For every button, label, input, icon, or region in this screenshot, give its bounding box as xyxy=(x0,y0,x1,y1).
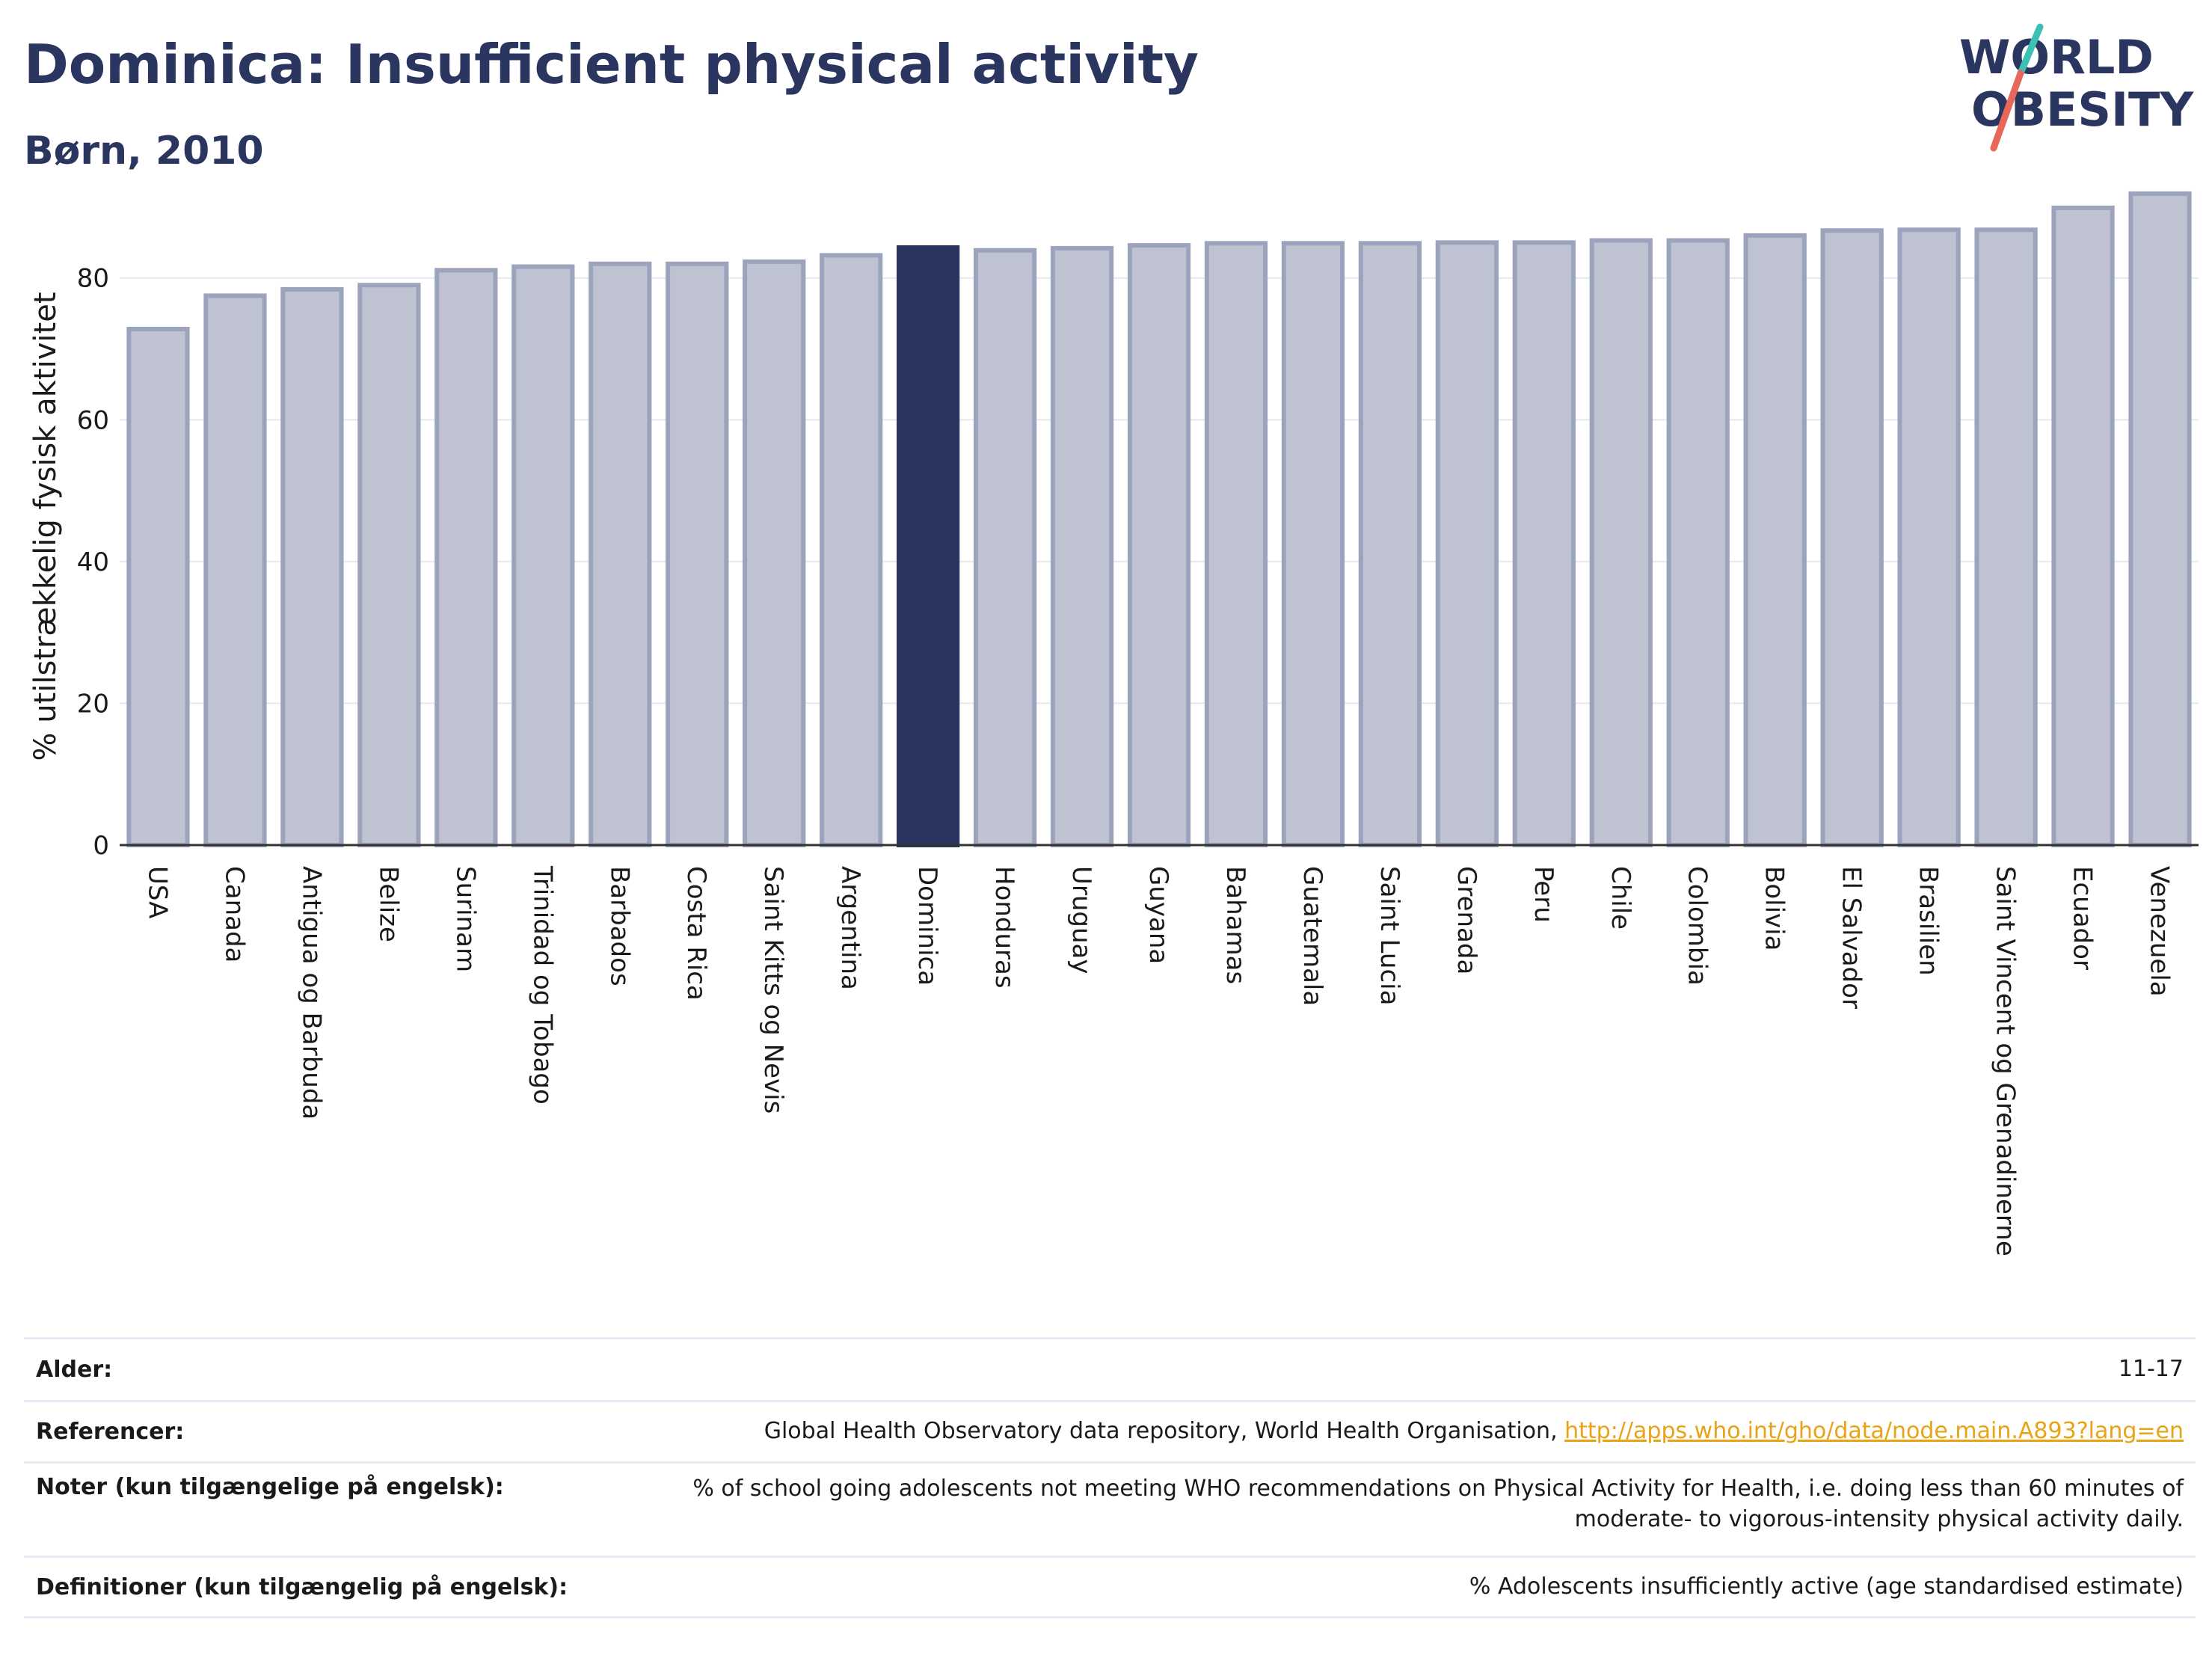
bar xyxy=(896,245,960,847)
logo-slash-top xyxy=(2017,23,2044,77)
x-tick-label: Belize xyxy=(373,866,403,942)
bar xyxy=(357,283,421,847)
bar xyxy=(1512,240,1576,847)
page-subtitle: Børn, 2010 xyxy=(24,129,264,174)
x-tick-label: El Salvador xyxy=(1837,866,1867,1009)
world-obesity-logo: WORLD OBESITY xyxy=(1959,23,2194,152)
x-tick-label: Trinidad og Tobago xyxy=(527,865,557,1105)
bar xyxy=(1897,227,1961,848)
x-tick-label: Ecuador xyxy=(2068,866,2098,970)
x-tick-label: Guyana xyxy=(1143,866,1173,964)
bar xyxy=(511,264,575,847)
x-tick-label: Saint Kitts og Nevis xyxy=(758,866,788,1114)
x-tick-label: Chile xyxy=(1606,866,1635,930)
x-tick-label: Antigua og Barbuda xyxy=(296,866,326,1120)
bar xyxy=(1358,241,1422,847)
y-tick-label: 0 xyxy=(93,831,109,861)
bar xyxy=(1589,238,1653,847)
logo-line1: WORLD xyxy=(1959,30,2154,85)
info-value: % of school going adolescents not meetin… xyxy=(692,1476,2184,1532)
x-tick-label: Guatemala xyxy=(1297,866,1327,1006)
info-value: Global Health Observatory data repositor… xyxy=(764,1416,2184,1447)
x-tick-label: Argentina xyxy=(835,866,865,990)
y-tick-label: 60 xyxy=(77,405,109,435)
x-tick-label: Peru xyxy=(1529,866,1558,923)
info-row-notes: Noter (kun tilgængelige på engelsk): % o… xyxy=(24,1461,2196,1556)
info-row-references: Referencer: Global Health Observatory da… xyxy=(24,1400,2196,1461)
y-tick-label: 20 xyxy=(77,689,109,719)
info-label: Noter (kun tilgængelige på engelsk): xyxy=(36,1474,504,1500)
bar-chart: 0 20 40 60 80 USA Canada Antigua og Barbuda Beli… xyxy=(28,191,2199,1256)
bar xyxy=(2051,205,2115,847)
x-tick-label: Saint Vincent og Grenadinerne xyxy=(1991,866,2021,1256)
x-tick-label: Canada xyxy=(219,866,249,962)
y-axis-title: % utilstrækkelig fysisk aktivitet xyxy=(28,292,63,761)
x-tick-label: Venezuela xyxy=(2145,866,2175,997)
info-table: Alder: 11-17 Referencer: Global Health O… xyxy=(24,1337,2196,1618)
x-tick-label: Colombia xyxy=(1683,866,1712,986)
bar xyxy=(1281,241,1345,847)
info-value: 11-17 xyxy=(2118,1356,2184,1383)
bar xyxy=(973,248,1037,847)
y-tick-label: 40 xyxy=(77,547,109,577)
reference-text: Global Health Observatory data repositor… xyxy=(764,1418,1565,1445)
info-row-age: Alder: 11-17 xyxy=(24,1337,2196,1400)
bar xyxy=(1743,233,1807,847)
bar xyxy=(820,253,883,847)
bar xyxy=(1435,240,1499,847)
bar xyxy=(1666,238,1730,847)
info-row-definitions: Definitioner (kun tilgængelig på engelsk… xyxy=(24,1556,2196,1618)
x-tick-label: Saint Lucia xyxy=(1374,866,1404,1005)
logo-slash-bottom xyxy=(1990,70,2024,152)
x-tick-label: Brasilien xyxy=(1914,866,1944,976)
bar xyxy=(1820,228,1884,847)
x-tick-label: Grenada xyxy=(1451,866,1481,974)
bar xyxy=(126,326,190,847)
bar xyxy=(2128,191,2192,847)
bar xyxy=(666,261,729,848)
bar xyxy=(589,261,652,848)
x-tick-label: Barbados xyxy=(604,866,634,986)
bar xyxy=(280,286,344,847)
info-label: Alder: xyxy=(36,1357,113,1383)
bar xyxy=(1127,243,1191,847)
y-tick-label: 80 xyxy=(77,264,109,294)
reference-link[interactable]: http://apps.who.int/gho/data/node.main.A… xyxy=(1564,1418,2184,1445)
bar xyxy=(1204,241,1268,847)
bar xyxy=(743,259,806,847)
x-tick-label: Bolivia xyxy=(1760,866,1789,951)
x-tick-label: Bahamas xyxy=(1220,866,1250,984)
bar xyxy=(203,293,267,848)
x-tick-label: Dominica xyxy=(912,866,942,986)
x-tick-label: Costa Rica xyxy=(681,866,711,1001)
info-label: Definitioner (kun tilgængelig på engelsk… xyxy=(36,1573,568,1600)
bar xyxy=(434,268,498,847)
bar xyxy=(1050,245,1114,847)
x-tick-label: Uruguay xyxy=(1066,866,1096,974)
x-tick-label: USA xyxy=(142,866,172,918)
page-title: Dominica: Insufficient physical activity xyxy=(24,33,1199,96)
info-value: % Adolescents insufficiently active (age… xyxy=(1469,1573,2184,1600)
bar xyxy=(1974,227,2038,848)
x-tick-label: Honduras xyxy=(989,866,1019,989)
x-tick-label: Surinam xyxy=(450,866,480,972)
info-label: Referencer: xyxy=(36,1419,185,1445)
